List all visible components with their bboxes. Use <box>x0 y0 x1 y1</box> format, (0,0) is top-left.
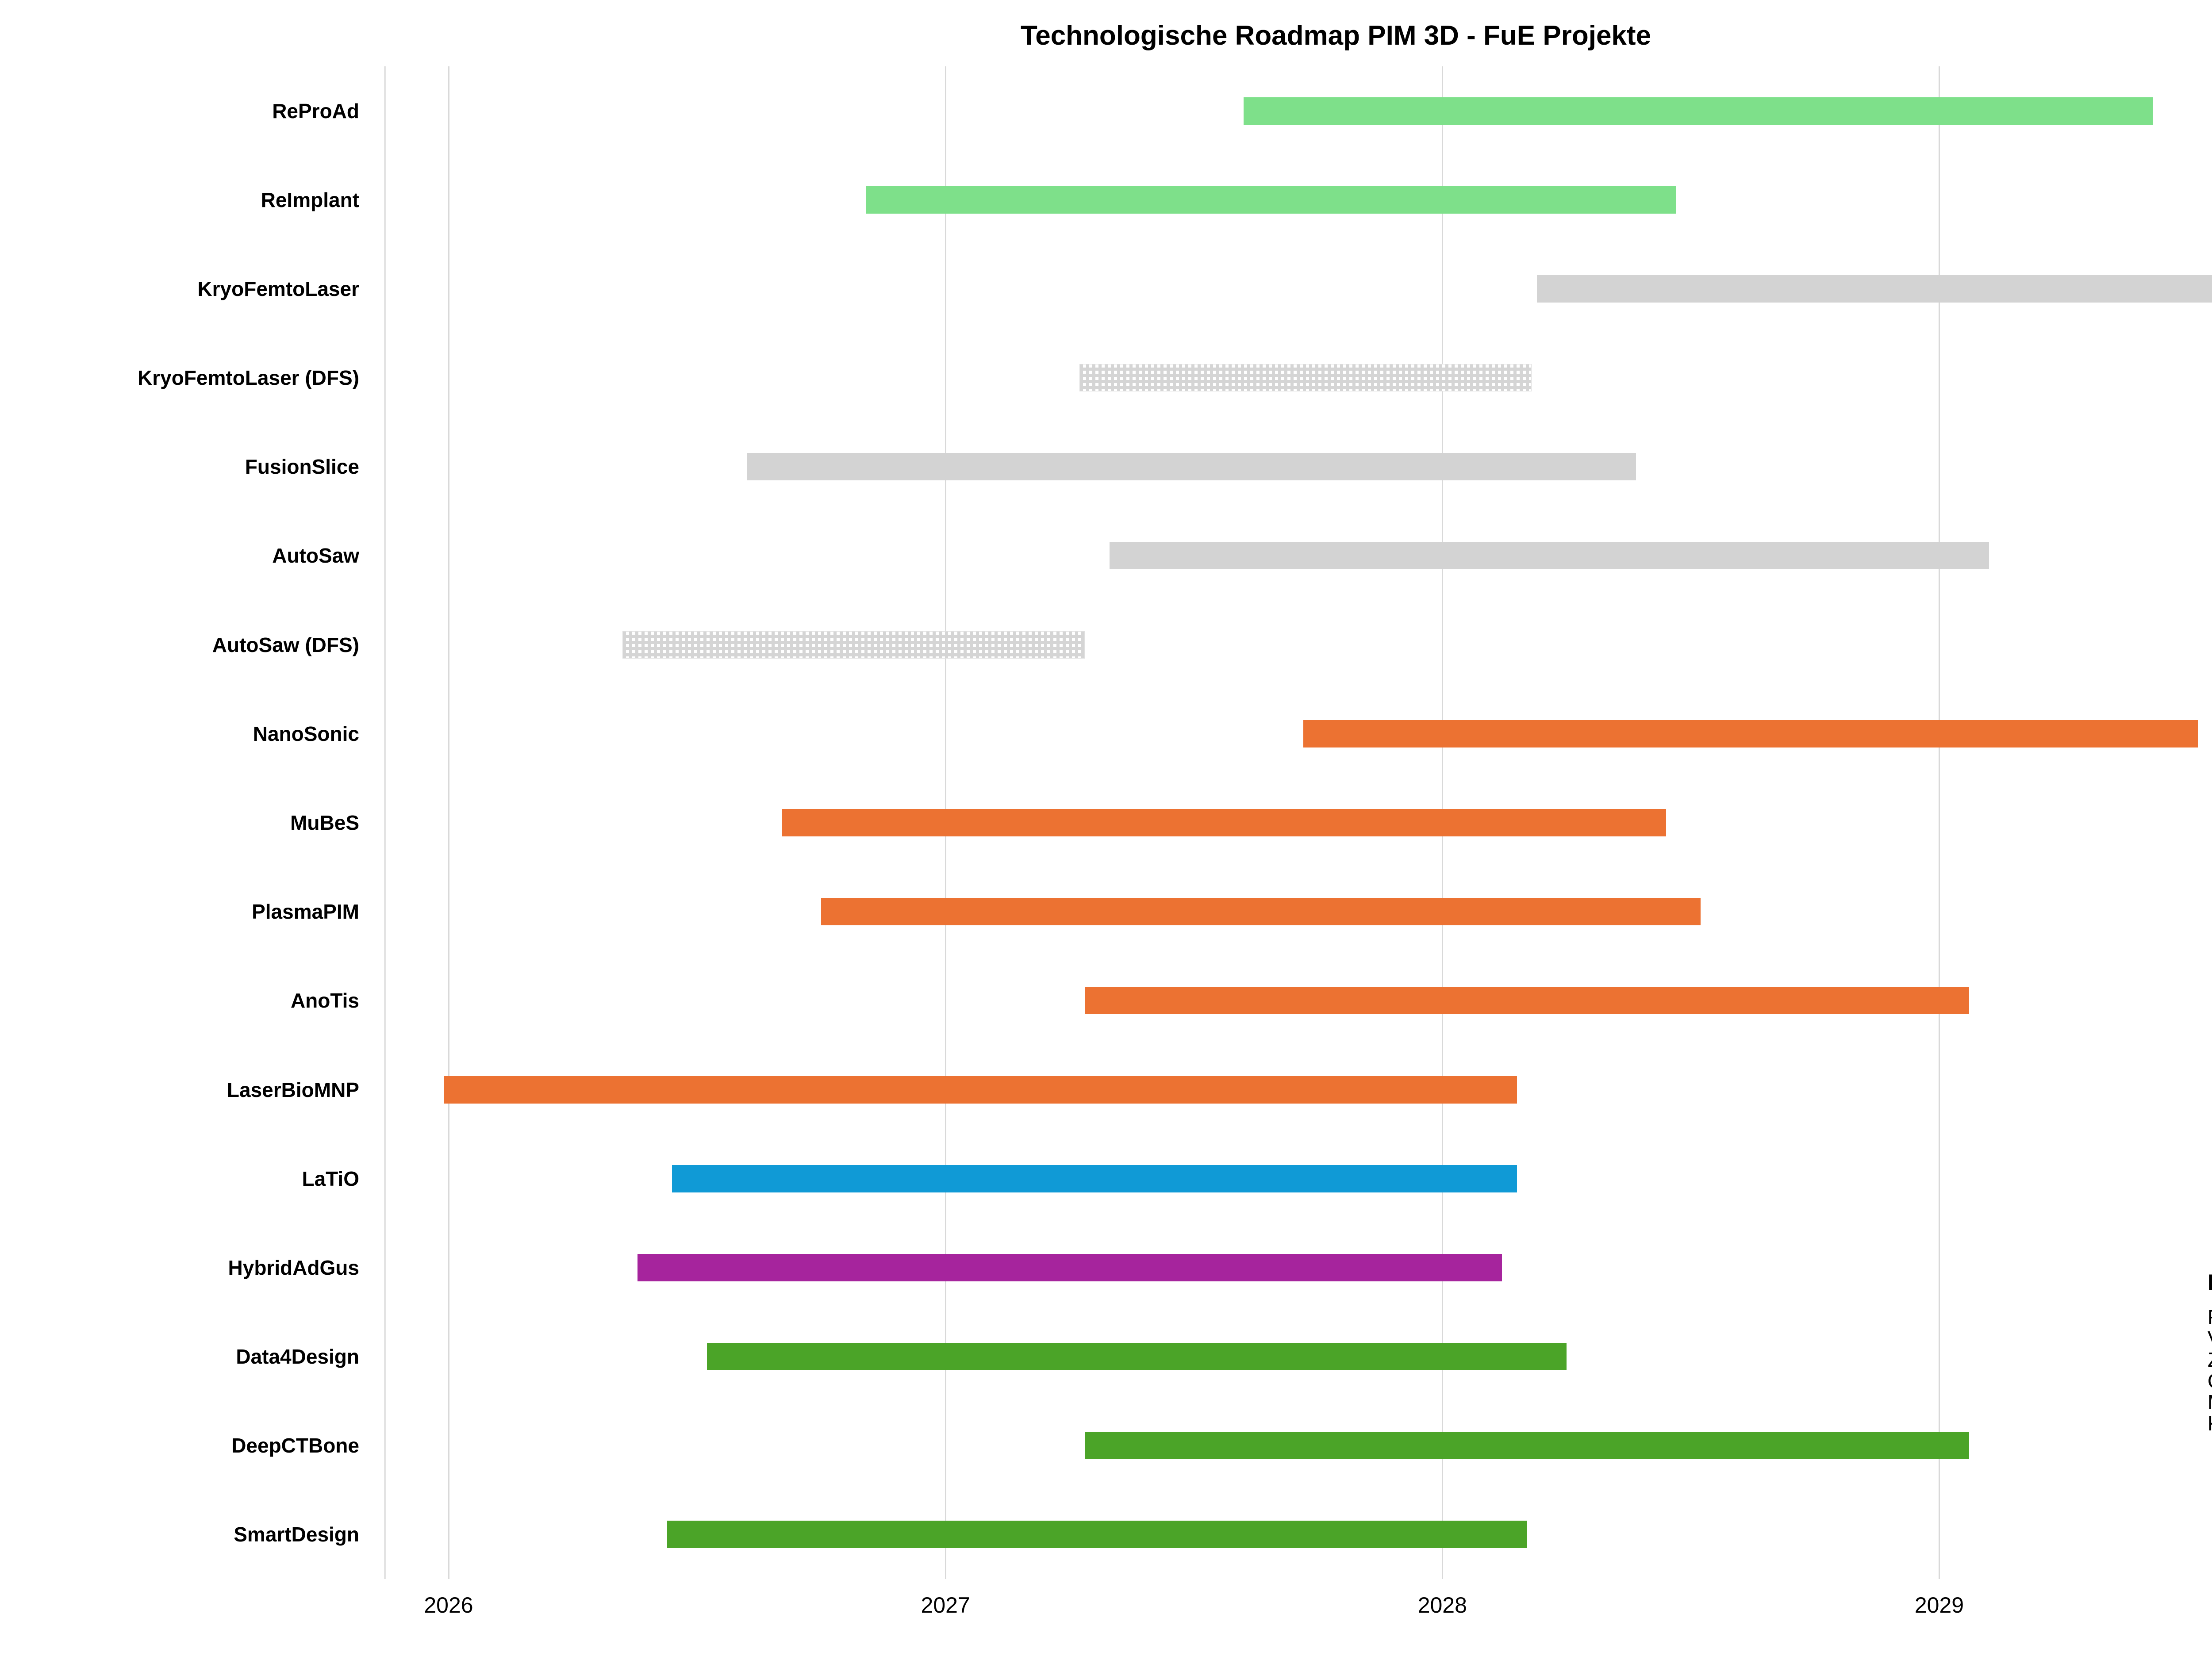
page-title: Technologische Roadmap PIM 3D - FuE Proj… <box>1020 20 1651 51</box>
legend-item-label: Oberflächenstruktur <box>2208 1370 2212 1392</box>
gridline-2029 <box>1938 66 1940 1579</box>
y-tick-label-smartdesign: SmartDesign <box>234 1523 359 1546</box>
legend-item-material[interactable]: Material <box>2208 1392 2212 1413</box>
y-tick-label-plasmapim: PlasmaPIM <box>252 900 359 924</box>
y-tick-label-kryofemtolaser-dfs: KryoFemtoLaser (DFS) <box>138 366 359 390</box>
gantt-bar-autosaw-dfs[interactable] <box>622 631 1085 659</box>
y-tick-label-autosaw: AutoSaw <box>272 544 359 567</box>
gantt-bar-autosaw[interactable] <box>1109 542 1989 570</box>
legend-item-konzeption[interactable]: Konzeption <box>2208 1413 2212 1434</box>
legend-item-label: Verfahren/Herstellung <box>2208 1328 2212 1349</box>
y-tick-label-latio: LaTiO <box>302 1167 359 1190</box>
gantt-bar-kryofemtolaser-dfs[interactable] <box>1079 364 1532 392</box>
x-tick-label: 2026 <box>424 1593 473 1618</box>
gantt-bar-reimplant[interactable] <box>866 186 1676 214</box>
x-tick-label: 2027 <box>921 1593 970 1618</box>
gantt-bar-anotis[interactable] <box>1084 987 1969 1015</box>
x-tick-label: 2029 <box>1914 1593 1964 1618</box>
y-tick-label-nanosonic: NanoSonic <box>253 722 359 745</box>
gantt-bar-fusionslice[interactable] <box>746 453 1636 481</box>
y-tick-label-hybridadgus: HybridAdGus <box>228 1256 359 1279</box>
y-tick-label-deepctbone: DeepCTBone <box>231 1434 359 1457</box>
gridline-2026 <box>448 66 449 1579</box>
gantt-bar-nanosonic[interactable] <box>1303 720 2198 748</box>
gantt-bar-kryofemtolaser[interactable] <box>1536 275 2212 303</box>
legend-item-label: Konzeption <box>2208 1413 2212 1434</box>
y-tick-label-fusionslice: FusionSlice <box>245 455 359 479</box>
y-tick-label-reimplant: ReImplant <box>261 188 359 211</box>
y-axis-labels: ReProAd ReImplant KryoFemtoLaser KryoFemtoL… <box>0 66 377 1579</box>
legend-item-label: Material <box>2208 1392 2212 1413</box>
legend-item-recycling[interactable]: Recycling <box>2208 1307 2212 1328</box>
y-tick-label-mubes: MuBeS <box>290 811 359 834</box>
legend-item-verfahren-herstellung[interactable]: Verfahren/Herstellung <box>2208 1328 2212 1349</box>
gantt-bar-deepctbone[interactable] <box>1084 1432 1969 1460</box>
legend-item-label: Recycling <box>2208 1307 2212 1328</box>
plot-area <box>384 66 2212 1579</box>
gantt-bar-hybridadgus[interactable] <box>637 1254 1502 1281</box>
gantt-bar-plasmapim[interactable] <box>821 898 1701 926</box>
gantt-bar-data4design[interactable] <box>707 1343 1567 1371</box>
legend-title: Entwicklungslinien <box>2208 1269 2212 1295</box>
gantt-bar-smartdesign[interactable] <box>667 1521 1527 1549</box>
y-tick-label-kryofemtolaser: KryoFemtoLaser <box>197 277 359 300</box>
y-tick-label-laserbiomnp: LaserBioMNP <box>227 1078 359 1101</box>
gantt-bar-laserbiomnp[interactable] <box>443 1076 1517 1104</box>
gantt-bar-mubes[interactable] <box>781 809 1666 836</box>
y-tick-label-anotis: AnoTis <box>290 989 359 1012</box>
legend-item-label: Zusatzfunktionen <box>2208 1349 2212 1370</box>
y-tick-label-reproad: ReProAd <box>272 99 359 123</box>
legend-item-oberfl-chenstruktur[interactable]: Oberflächenstruktur <box>2208 1370 2212 1392</box>
bars-layer <box>384 66 2212 1579</box>
y-tick-label-data4design: Data4Design <box>236 1345 359 1368</box>
legend: Entwicklungslinien RecyclingVerfahren/He… <box>2208 1269 2212 1434</box>
y-axis-spine <box>384 66 386 1579</box>
x-axis-labels: 20262027202820292030 <box>384 1592 2212 1632</box>
x-tick-label: 2028 <box>1417 1593 1467 1618</box>
gantt-bar-reproad[interactable] <box>1244 97 2153 125</box>
legend-rows: RecyclingVerfahren/HerstellungZusatzfunk… <box>2208 1307 2212 1434</box>
legend-item-zusatzfunktionen[interactable]: Zusatzfunktionen <box>2208 1349 2212 1370</box>
gantt-bar-latio[interactable] <box>672 1165 1517 1192</box>
y-tick-label-autosaw-dfs: AutoSaw (DFS) <box>212 633 359 656</box>
